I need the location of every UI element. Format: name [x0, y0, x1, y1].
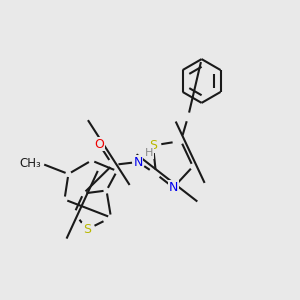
- Text: CH₃: CH₃: [20, 157, 41, 170]
- Text: O: O: [94, 137, 104, 151]
- Text: S: S: [83, 223, 91, 236]
- Text: H: H: [145, 148, 154, 158]
- Text: N: N: [133, 155, 143, 169]
- Text: N: N: [169, 181, 178, 194]
- Text: S: S: [149, 139, 157, 152]
